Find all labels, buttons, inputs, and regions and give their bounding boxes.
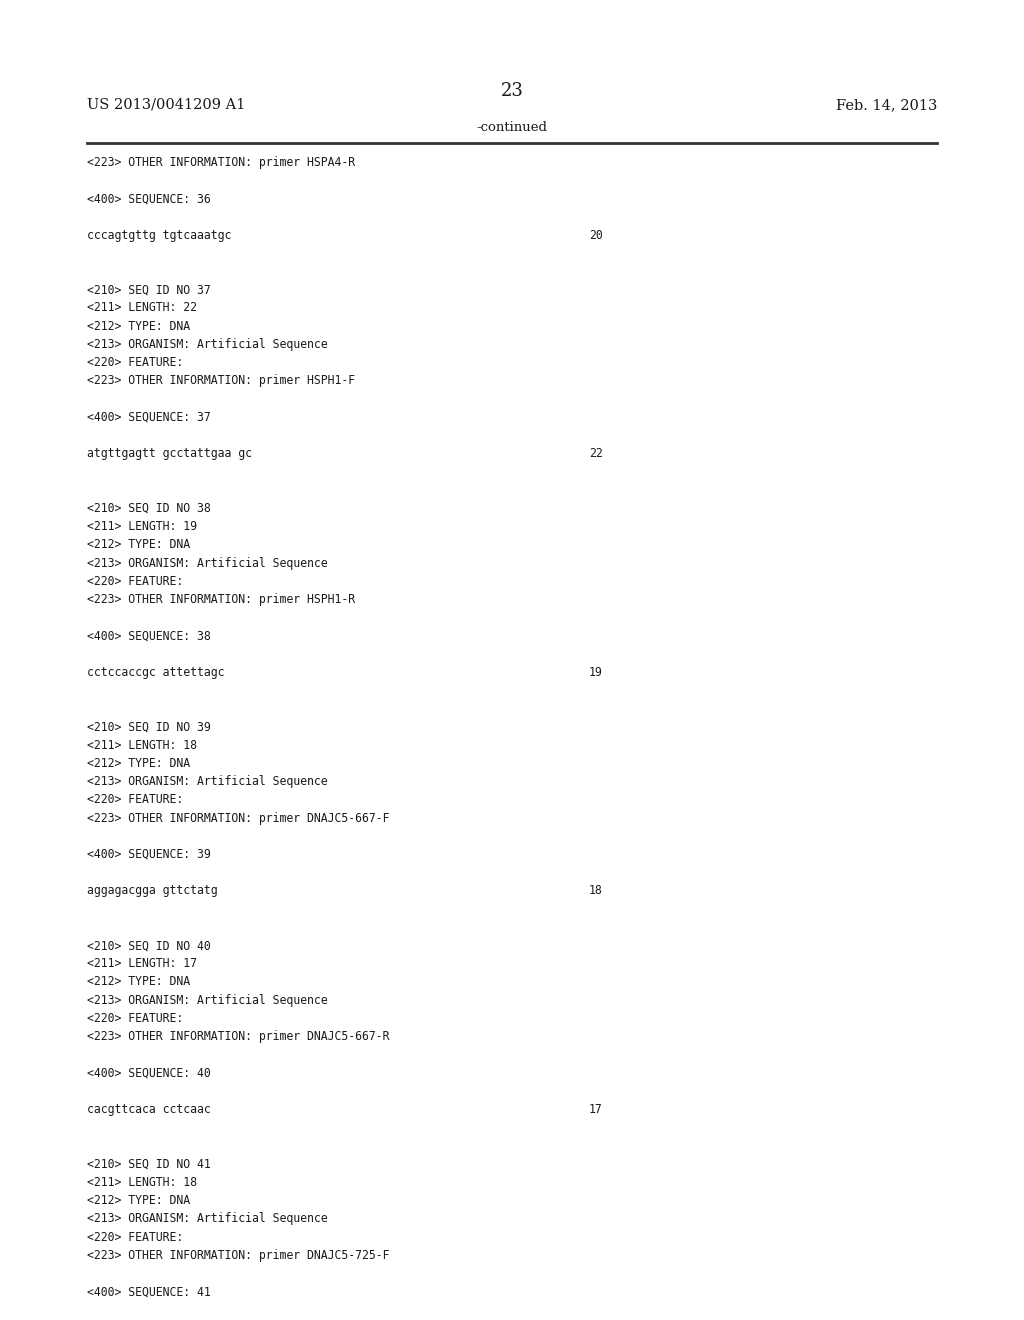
Text: <212> TYPE: DNA: <212> TYPE: DNA xyxy=(87,975,190,989)
Text: <400> SEQUENCE: 37: <400> SEQUENCE: 37 xyxy=(87,411,211,424)
Text: 20: 20 xyxy=(589,228,602,242)
Text: 19: 19 xyxy=(589,665,602,678)
Text: <220> FEATURE:: <220> FEATURE: xyxy=(87,1012,183,1024)
Text: <223> OTHER INFORMATION: primer HSPA4-R: <223> OTHER INFORMATION: primer HSPA4-R xyxy=(87,156,355,169)
Text: <223> OTHER INFORMATION: primer HSPH1-F: <223> OTHER INFORMATION: primer HSPH1-F xyxy=(87,375,355,387)
Text: Feb. 14, 2013: Feb. 14, 2013 xyxy=(836,98,937,112)
Text: <210> SEQ ID NO 37: <210> SEQ ID NO 37 xyxy=(87,284,211,296)
Text: <212> TYPE: DNA: <212> TYPE: DNA xyxy=(87,1195,190,1206)
Text: <223> OTHER INFORMATION: primer DNAJC5-725-F: <223> OTHER INFORMATION: primer DNAJC5-7… xyxy=(87,1249,389,1262)
Text: <400> SEQUENCE: 39: <400> SEQUENCE: 39 xyxy=(87,847,211,861)
Text: <211> LENGTH: 17: <211> LENGTH: 17 xyxy=(87,957,197,970)
Text: <210> SEQ ID NO 38: <210> SEQ ID NO 38 xyxy=(87,502,211,515)
Text: <220> FEATURE:: <220> FEATURE: xyxy=(87,1230,183,1243)
Text: <213> ORGANISM: Artificial Sequence: <213> ORGANISM: Artificial Sequence xyxy=(87,338,328,351)
Text: <213> ORGANISM: Artificial Sequence: <213> ORGANISM: Artificial Sequence xyxy=(87,557,328,569)
Text: cacgttcaca cctcaac: cacgttcaca cctcaac xyxy=(87,1104,211,1115)
Text: <213> ORGANISM: Artificial Sequence: <213> ORGANISM: Artificial Sequence xyxy=(87,1212,328,1225)
Text: aggagacgga gttctatg: aggagacgga gttctatg xyxy=(87,884,218,898)
Text: cccagtgttg tgtcaaatgc: cccagtgttg tgtcaaatgc xyxy=(87,228,231,242)
Text: 23: 23 xyxy=(501,82,523,100)
Text: <220> FEATURE:: <220> FEATURE: xyxy=(87,356,183,370)
Text: <211> LENGTH: 19: <211> LENGTH: 19 xyxy=(87,520,197,533)
Text: <213> ORGANISM: Artificial Sequence: <213> ORGANISM: Artificial Sequence xyxy=(87,775,328,788)
Text: <223> OTHER INFORMATION: primer HSPH1-R: <223> OTHER INFORMATION: primer HSPH1-R xyxy=(87,593,355,606)
Text: <400> SEQUENCE: 38: <400> SEQUENCE: 38 xyxy=(87,630,211,643)
Text: US 2013/0041209 A1: US 2013/0041209 A1 xyxy=(87,98,246,112)
Text: <210> SEQ ID NO 41: <210> SEQ ID NO 41 xyxy=(87,1158,211,1171)
Text: <212> TYPE: DNA: <212> TYPE: DNA xyxy=(87,539,190,552)
Text: 17: 17 xyxy=(589,1104,602,1115)
Text: cctccaccgc attettagc: cctccaccgc attettagc xyxy=(87,665,224,678)
Text: <400> SEQUENCE: 40: <400> SEQUENCE: 40 xyxy=(87,1067,211,1080)
Text: <211> LENGTH: 18: <211> LENGTH: 18 xyxy=(87,1176,197,1189)
Text: <210> SEQ ID NO 40: <210> SEQ ID NO 40 xyxy=(87,939,211,952)
Text: <212> TYPE: DNA: <212> TYPE: DNA xyxy=(87,319,190,333)
Text: <213> ORGANISM: Artificial Sequence: <213> ORGANISM: Artificial Sequence xyxy=(87,994,328,1007)
Text: atgttgagtt gcctattgaa gc: atgttgagtt gcctattgaa gc xyxy=(87,447,252,461)
Text: <400> SEQUENCE: 41: <400> SEQUENCE: 41 xyxy=(87,1286,211,1298)
Text: <220> FEATURE:: <220> FEATURE: xyxy=(87,574,183,587)
Text: <400> SEQUENCE: 36: <400> SEQUENCE: 36 xyxy=(87,193,211,205)
Text: 18: 18 xyxy=(589,884,602,898)
Text: -continued: -continued xyxy=(476,121,548,135)
Text: <223> OTHER INFORMATION: primer DNAJC5-667-F: <223> OTHER INFORMATION: primer DNAJC5-6… xyxy=(87,812,389,825)
Text: <210> SEQ ID NO 39: <210> SEQ ID NO 39 xyxy=(87,721,211,734)
Text: <212> TYPE: DNA: <212> TYPE: DNA xyxy=(87,756,190,770)
Text: 22: 22 xyxy=(589,447,602,461)
Text: <223> OTHER INFORMATION: primer DNAJC5-667-R: <223> OTHER INFORMATION: primer DNAJC5-6… xyxy=(87,1030,389,1043)
Text: <211> LENGTH: 18: <211> LENGTH: 18 xyxy=(87,739,197,751)
Text: <220> FEATURE:: <220> FEATURE: xyxy=(87,793,183,807)
Text: <211> LENGTH: 22: <211> LENGTH: 22 xyxy=(87,301,197,314)
